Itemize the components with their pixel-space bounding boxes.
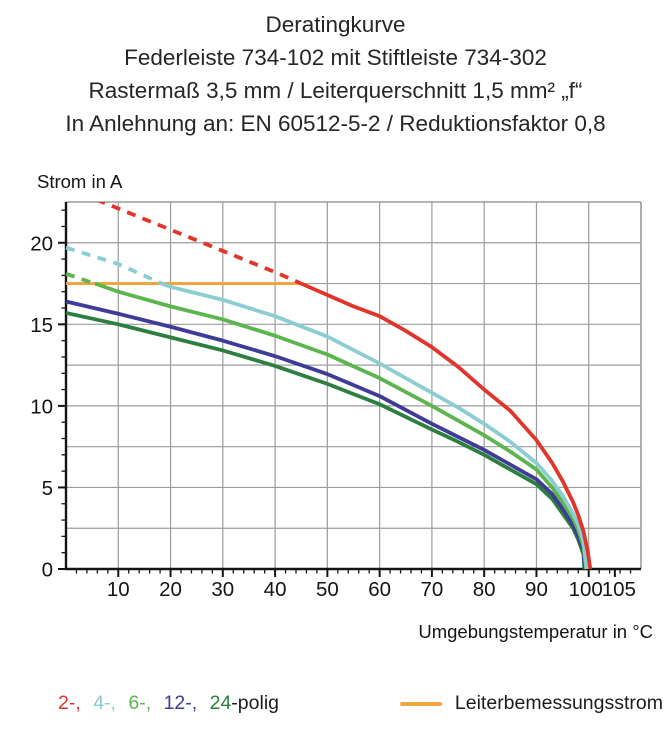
series-solid-segment	[161, 281, 589, 570]
y-tick-label: 15	[30, 314, 53, 337]
y-tick-label: 0	[42, 559, 53, 582]
legend-polig-suffix: -polig	[231, 692, 279, 714]
curves	[65, 202, 593, 570]
legend-item-24polig: 24	[209, 692, 232, 714]
series-solid-segment	[300, 281, 593, 570]
series-2-polig	[97, 202, 593, 570]
title-line-3: Rastermaß 3,5 mm / Leiterquerschnitt 1,5…	[88, 78, 583, 103]
series-4-polig	[65, 245, 589, 570]
chart-title-block: Deratingkurve Federleiste 734-102 mit St…	[0, 0, 671, 140]
y-tick-label: 10	[30, 395, 53, 418]
x-tick-label: 20	[159, 578, 182, 601]
y-tick-label: 5	[42, 477, 53, 500]
x-tick-label: 40	[264, 578, 287, 601]
legend-pole-variants: 2-, 4-, 6-, 12-, 24-polig	[58, 692, 279, 715]
legend: 2-, 4-, 6-, 12-, 24-polig Leiterbemessun…	[0, 692, 671, 715]
series-solid-segment	[65, 299, 587, 570]
x-tick-label: 50	[316, 578, 339, 601]
x-tick-label: 105	[602, 578, 636, 601]
series-6-polig	[65, 271, 588, 570]
x-tick-label: 30	[211, 578, 234, 601]
x-tick-label: 10	[107, 578, 130, 601]
x-tick-label: 60	[368, 578, 391, 601]
x-axis-title: Umgebungstemperatur in °C	[418, 621, 653, 642]
x-tick-label: 90	[525, 578, 548, 601]
x-tick-label: 70	[421, 578, 444, 601]
title-line-2: Federleiste 734-102 mit Stiftleiste 734-…	[124, 45, 547, 70]
legend-item-12polig: 12-,	[163, 692, 198, 714]
title-line-1: Deratingkurve	[265, 12, 406, 37]
legend-item-2polig: 2-,	[58, 692, 81, 714]
y-tick-label: 20	[30, 232, 53, 255]
legend-item-4polig: 4-,	[93, 692, 116, 714]
legend-item-6polig: 6-,	[128, 692, 152, 714]
rated-current-line-swatch	[399, 701, 442, 706]
series-solid-segment	[94, 281, 588, 570]
legend-rated-current: Leiterbemessungsstrom	[399, 692, 663, 715]
x-tick-label: 100	[569, 578, 603, 601]
series-dashed-segment	[65, 245, 163, 286]
title-line-4: In Anlehnung an: EN 60512-5-2 / Reduktio…	[65, 111, 606, 136]
series-12-polig	[65, 299, 587, 570]
x-tick-label: 80	[473, 578, 496, 601]
derating-chart: Strom in A 10 20 30 40 50 60 70 80 90 10010505101…	[30, 171, 653, 642]
rated-current-label: Leiterbemessungsstrom	[454, 692, 663, 714]
y-axis-title: Strom in A	[37, 171, 123, 192]
